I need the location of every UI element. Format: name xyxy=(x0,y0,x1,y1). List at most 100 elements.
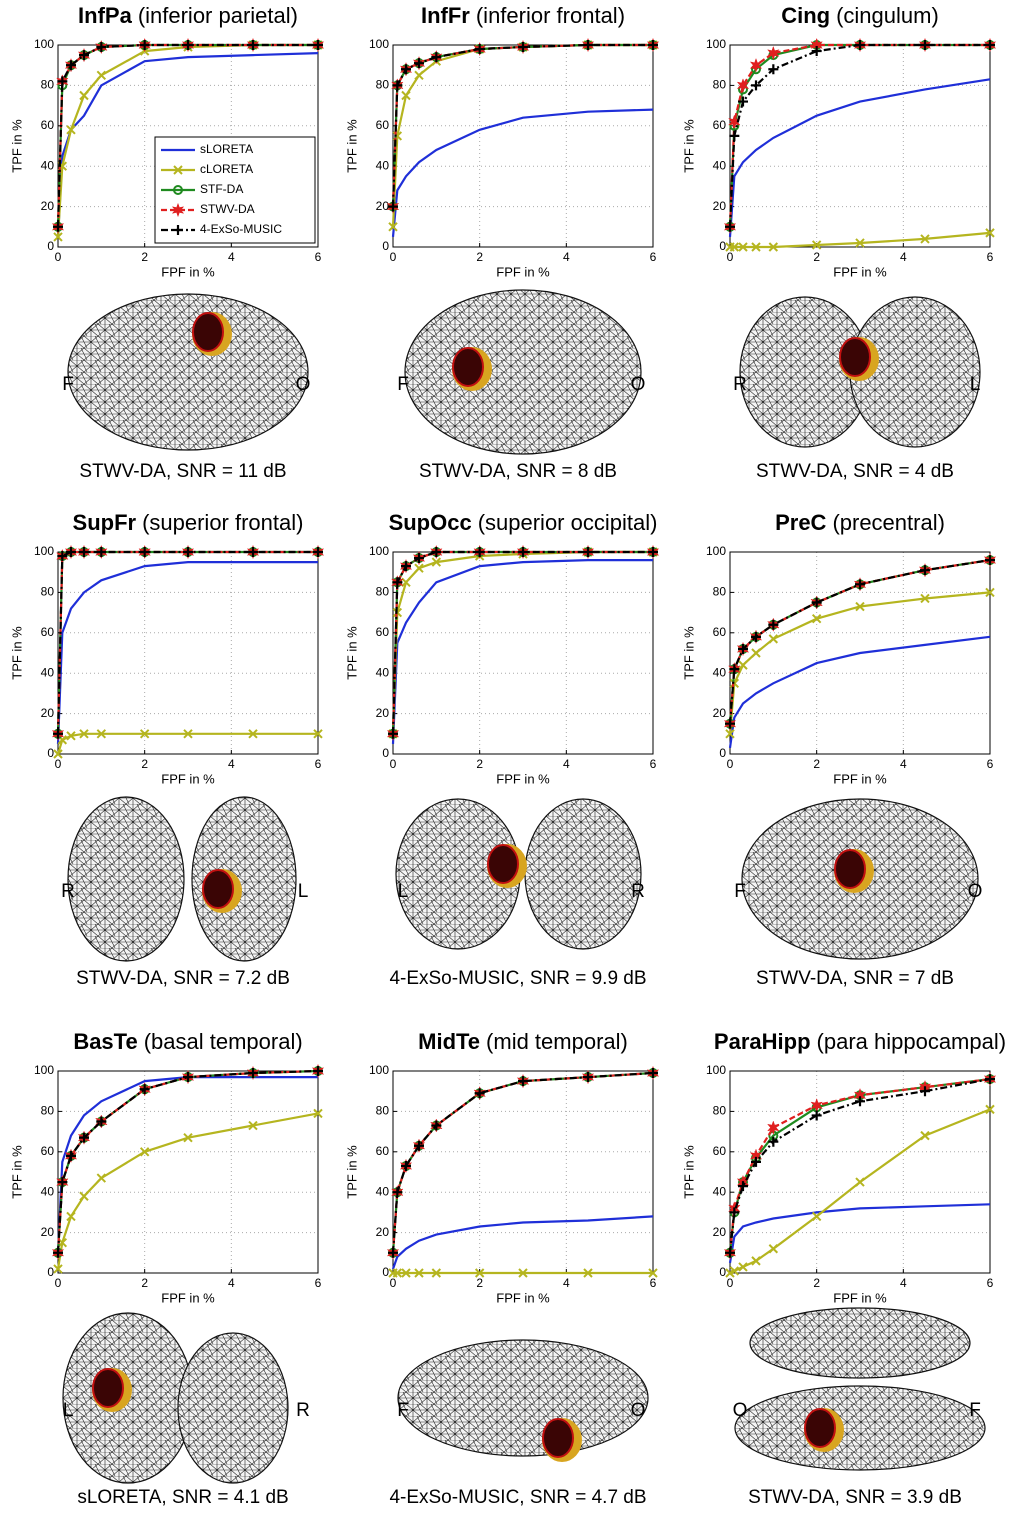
x-tick-label: 2 xyxy=(141,1276,148,1290)
title-abbr: ParaHipp xyxy=(714,1029,811,1054)
marker xyxy=(474,44,485,55)
y-axis-label: TPF in % xyxy=(344,119,359,173)
y-tick-label: 100 xyxy=(369,544,389,558)
title-text: (precentral) xyxy=(832,510,944,535)
view-label: F xyxy=(734,881,746,902)
marker xyxy=(66,1211,76,1222)
series-line xyxy=(56,550,318,734)
y-tick-label: 20 xyxy=(41,199,55,213)
marker xyxy=(729,1266,740,1276)
marker xyxy=(855,601,865,612)
caption: STWV-DA, SNR = 7 dB xyxy=(756,968,954,989)
x-axis-label: FPF in % xyxy=(833,264,887,279)
marker xyxy=(313,729,323,739)
marker xyxy=(414,70,424,81)
x-tick-label: 2 xyxy=(813,1276,820,1290)
brain-mesh xyxy=(404,289,642,455)
series-line xyxy=(391,1215,654,1270)
marker xyxy=(57,76,68,87)
title-abbr: Cing xyxy=(781,3,830,28)
marker xyxy=(79,729,89,739)
x-tick-label: 2 xyxy=(476,757,483,771)
marker xyxy=(392,1187,403,1198)
marker xyxy=(183,729,193,739)
marker xyxy=(313,40,323,50)
marker xyxy=(738,1181,748,1192)
marker xyxy=(729,1207,740,1218)
marker xyxy=(57,551,68,562)
x-axis-label: FPF in % xyxy=(833,771,887,786)
y-tick-label: 100 xyxy=(34,544,54,558)
chart-panel: SupOcc (superior occipital)0 2 4 60204060801… xyxy=(344,510,660,989)
y-tick-label: 20 xyxy=(713,706,727,720)
y-tick-label: 40 xyxy=(376,1184,390,1198)
x-tick-label: 6 xyxy=(987,757,994,771)
plot-area xyxy=(393,1071,653,1273)
y-tick-label: 0 xyxy=(47,746,54,760)
y-tick-label: 60 xyxy=(713,625,727,639)
marker xyxy=(431,52,442,63)
x-tick-label: 0 xyxy=(55,757,62,771)
marker xyxy=(183,547,193,557)
brain-mesh xyxy=(524,798,642,950)
marker xyxy=(474,1268,485,1278)
marker xyxy=(96,42,107,53)
marker xyxy=(66,731,76,741)
x-tick-label: 4 xyxy=(563,250,570,264)
y-tick-label: 100 xyxy=(34,37,54,51)
marker xyxy=(518,1076,528,1087)
x-tick-label: 4 xyxy=(900,757,907,771)
y-axis-label: TPF in % xyxy=(9,1145,24,1199)
y-tick-label: 100 xyxy=(706,544,726,558)
title-text: (inferior parietal) xyxy=(138,3,298,28)
y-tick-label: 40 xyxy=(713,1184,727,1198)
marker xyxy=(79,547,89,557)
marker xyxy=(768,634,779,644)
x-tick-label: 4 xyxy=(563,757,570,771)
x-axis-label: FPF in % xyxy=(161,1290,215,1305)
y-tick-label: 40 xyxy=(41,1184,55,1198)
marker xyxy=(401,1160,411,1171)
plot-frame xyxy=(729,1070,991,1274)
marker xyxy=(414,1268,424,1278)
view-label: O xyxy=(968,881,983,902)
marker xyxy=(768,64,779,75)
title-text: (cingulum) xyxy=(836,3,939,28)
x-axis-label: FPF in % xyxy=(161,264,215,279)
marker xyxy=(855,579,865,590)
marker xyxy=(738,660,748,670)
marker xyxy=(920,565,930,576)
series-line xyxy=(56,52,319,237)
y-tick-label: 80 xyxy=(713,585,727,599)
marker xyxy=(811,1110,822,1121)
series-line xyxy=(391,108,654,238)
view-label: R xyxy=(631,881,645,902)
marker xyxy=(648,1268,658,1278)
marker xyxy=(738,96,748,107)
marker xyxy=(920,1086,930,1097)
marker xyxy=(811,240,822,250)
x-tick-label: 0 xyxy=(390,1276,397,1290)
source-estimate xyxy=(542,1418,574,1458)
view-label: L xyxy=(970,374,981,395)
marker xyxy=(985,228,995,238)
view-label: F xyxy=(397,1400,409,1421)
marker xyxy=(173,185,183,195)
series-line xyxy=(728,78,991,237)
y-axis-label: TPF in % xyxy=(681,119,696,173)
marker xyxy=(96,547,107,557)
brain-mesh xyxy=(734,1385,986,1471)
marker xyxy=(768,1136,779,1147)
title-text: (superior frontal) xyxy=(142,510,303,535)
marker xyxy=(767,1120,780,1135)
marker xyxy=(401,561,411,572)
marker xyxy=(96,70,107,81)
y-tick-label: 0 xyxy=(382,746,389,760)
x-tick-label: 2 xyxy=(141,250,148,264)
plot-area xyxy=(58,1071,318,1273)
marker xyxy=(985,1104,995,1115)
marker xyxy=(583,1268,593,1278)
marker xyxy=(57,1177,68,1188)
marker xyxy=(53,1247,63,1258)
